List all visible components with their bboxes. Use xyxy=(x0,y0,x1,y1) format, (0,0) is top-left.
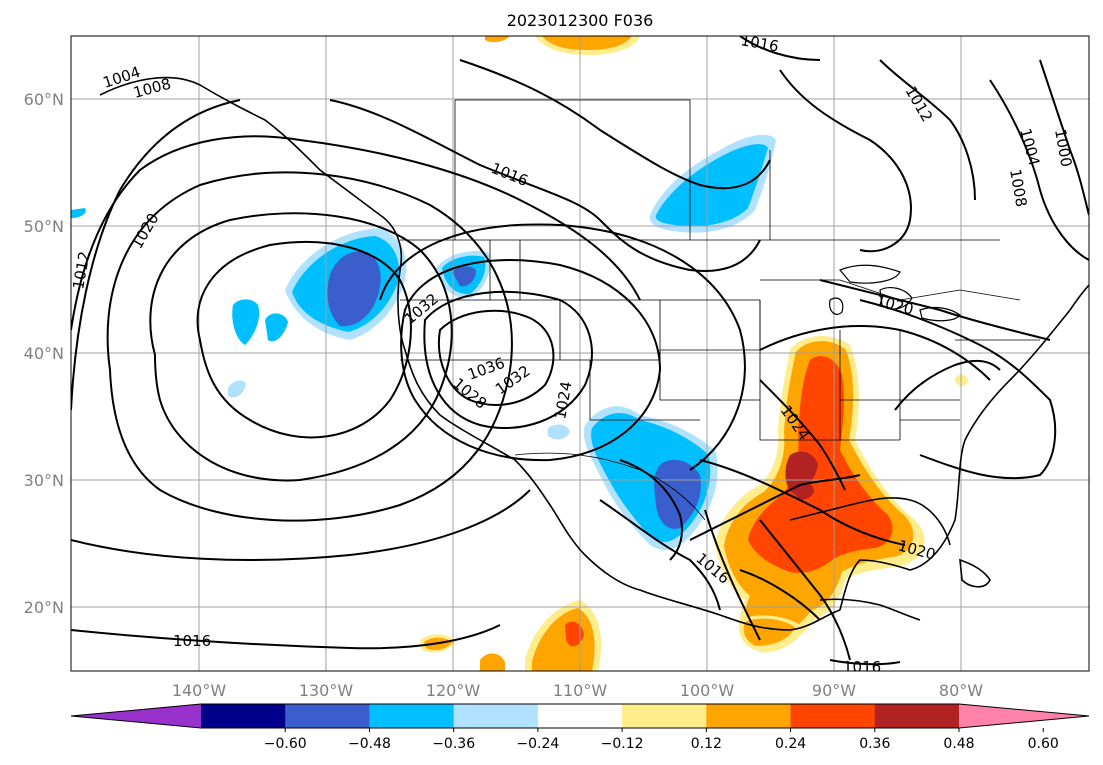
colorbar-swatch xyxy=(537,704,623,728)
lon-label: 100°W xyxy=(680,681,735,700)
lon-label: 80°W xyxy=(939,681,983,700)
colorbar-outline xyxy=(70,703,1090,729)
colorbar-extend-low xyxy=(71,704,201,728)
map-frame xyxy=(70,35,1090,672)
political-borders xyxy=(400,99,1040,521)
lon-label: 140°W xyxy=(172,681,227,700)
colorbar-swatch xyxy=(874,704,960,728)
colorbar-swatch xyxy=(790,704,876,728)
colorbar-swatch xyxy=(706,704,792,728)
map-title: 2023012300 F036 xyxy=(507,11,654,30)
lon-label: 110°W xyxy=(553,681,608,700)
isobar-label: 1016 xyxy=(739,31,780,55)
colorbar-tick-label: 0.36 xyxy=(859,736,890,752)
colorbar-tick-label: 0.12 xyxy=(691,736,722,752)
colorbar-ticks: −0.60 −0.48 −0.36 −0.24 −0.12 0.12 0.24 0.36 0.4… xyxy=(264,728,1059,752)
lon-label: 130°W xyxy=(299,681,354,700)
lat-label: 40°N xyxy=(24,344,64,363)
graticule xyxy=(71,36,1089,671)
lat-label: 60°N xyxy=(24,90,64,109)
colorbar-tick-label: −0.60 xyxy=(264,736,307,752)
lon-label: 90°W xyxy=(812,681,856,700)
colorbar-swatch xyxy=(201,704,286,728)
colorbar-tick-label: 0.48 xyxy=(943,736,974,752)
lat-label: 50°N xyxy=(24,217,64,236)
colorbar-tick-label: −0.48 xyxy=(348,736,391,752)
colorbar-swatches xyxy=(70,703,1090,729)
colorbar-swatch xyxy=(453,704,539,728)
longitude-labels: 140°W 130°W 120°W 110°W 100°W 90°W 80°W xyxy=(172,681,983,700)
colorbar-tick-label: −0.24 xyxy=(516,736,559,752)
isobar-label: 1012 xyxy=(69,250,93,291)
lon-label: 120°W xyxy=(426,681,481,700)
map-panel: 1004 1008 1012 1016 1020 1016 1012 1004 … xyxy=(69,31,1089,676)
colorbar: −0.60 −0.48 −0.36 −0.24 −0.12 0.12 0.24 0.36 0.4… xyxy=(70,703,1090,752)
lat-label: 20°N xyxy=(24,598,64,617)
negative-anomaly-pacific-center xyxy=(327,251,381,327)
colorbar-tick-label: −0.12 xyxy=(601,736,644,752)
colorbar-swatch xyxy=(622,704,707,728)
colorbar-tick-label: 0.60 xyxy=(1028,736,1059,752)
colorbar-swatch xyxy=(285,704,370,728)
isobar-label: 1016 xyxy=(173,632,211,650)
colorbar-tick-label: −0.36 xyxy=(432,736,475,752)
colorbar-tick-label: 0.24 xyxy=(775,736,806,752)
isobar-contours xyxy=(71,36,1089,666)
colorbar-swatch xyxy=(369,704,455,728)
colorbar-extend-high xyxy=(959,704,1089,728)
latitude-labels: 60°N 50°N 40°N 30°N 20°N xyxy=(24,90,64,617)
lat-label: 30°N xyxy=(24,471,64,490)
isobar-label: 1016 xyxy=(843,658,881,676)
